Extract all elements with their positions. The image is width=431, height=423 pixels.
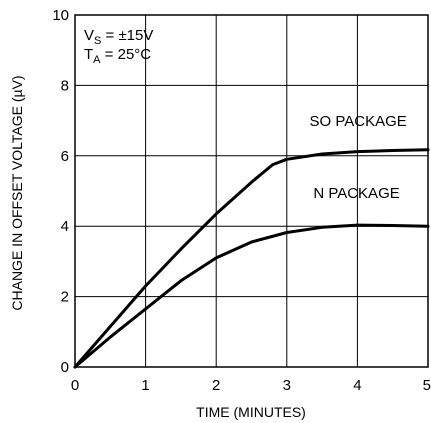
y-tick-label: 6 — [61, 148, 69, 165]
series-label: N PACKAGE — [313, 185, 399, 202]
x-tick-label: 0 — [71, 377, 79, 394]
x-axis-title: TIME (MINUTES) — [196, 404, 306, 420]
y-tick-label: 0 — [61, 359, 69, 376]
x-tick-label: 4 — [353, 377, 361, 394]
y-tick-labels: 0 2 4 6 8 10 — [52, 7, 69, 376]
y-tick-label: 2 — [61, 289, 69, 306]
y-tick-label: 4 — [61, 218, 69, 235]
plot-frame — [74, 14, 429, 368]
series-labels: SO PACKAGE N PACKAGE — [310, 113, 407, 202]
supply-voltage-condition: VS = ±15V — [84, 27, 153, 47]
x-tick-label: 3 — [283, 377, 291, 394]
grid — [75, 15, 428, 367]
series-label: SO PACKAGE — [310, 113, 407, 130]
y-tick-label: 8 — [61, 77, 69, 94]
series-line — [73, 223, 430, 369]
x-tick-label: 5 — [423, 377, 431, 394]
y-axis-title: CHANGE IN OFFSET VOLTAGE (µV) — [9, 75, 25, 310]
x-tick-label: 1 — [141, 377, 149, 394]
y-tick-label: 10 — [52, 7, 69, 24]
temperature-condition: TA = 25°C — [84, 46, 151, 66]
series-line — [73, 148, 430, 369]
x-tick-labels: 0 1 2 3 4 5 — [71, 377, 431, 394]
x-tick-label: 2 — [212, 377, 220, 394]
series-lines — [73, 148, 430, 369]
